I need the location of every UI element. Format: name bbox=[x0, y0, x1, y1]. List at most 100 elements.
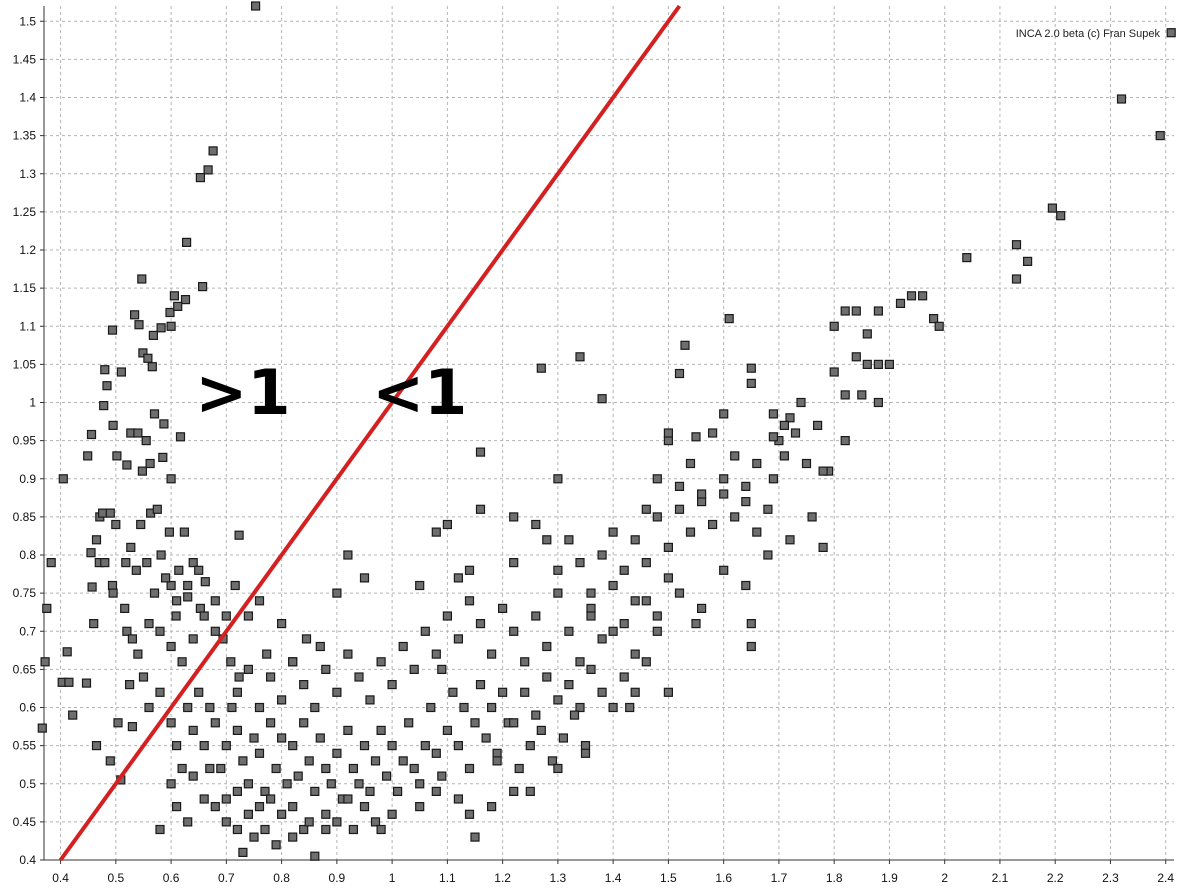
data-point bbox=[310, 786, 320, 797]
data-point bbox=[398, 641, 408, 652]
data-point bbox=[89, 618, 99, 629]
data-point bbox=[597, 394, 607, 404]
data-point bbox=[332, 748, 342, 758]
data-point bbox=[564, 535, 574, 545]
data-point bbox=[166, 474, 176, 484]
data-point bbox=[409, 763, 419, 774]
data-point bbox=[453, 573, 463, 583]
data-point bbox=[470, 718, 480, 728]
data-point bbox=[652, 474, 662, 484]
data-point bbox=[131, 565, 141, 575]
data-point bbox=[696, 603, 707, 614]
data-point bbox=[685, 458, 696, 469]
data-point bbox=[724, 314, 734, 324]
data-point bbox=[315, 733, 325, 743]
data-point bbox=[359, 740, 370, 751]
y-tick-label: 1.3 bbox=[19, 167, 36, 181]
data-point bbox=[230, 580, 240, 591]
data-point bbox=[442, 611, 452, 621]
data-point bbox=[199, 794, 209, 804]
data-point bbox=[691, 432, 701, 442]
data-point bbox=[208, 146, 218, 156]
data-point bbox=[359, 573, 370, 583]
data-point bbox=[768, 474, 779, 484]
x-tick-label: 1.4 bbox=[605, 871, 622, 885]
data-point bbox=[641, 596, 651, 606]
data-point bbox=[155, 626, 165, 636]
data-point bbox=[608, 580, 618, 591]
data-point bbox=[630, 596, 640, 606]
data-point bbox=[216, 763, 226, 774]
data-point bbox=[137, 466, 147, 476]
data-point bbox=[354, 779, 364, 789]
data-point bbox=[343, 550, 353, 560]
data-point bbox=[238, 847, 248, 858]
data-point bbox=[243, 664, 253, 675]
data-point bbox=[183, 592, 193, 602]
data-point bbox=[564, 679, 574, 690]
data-point bbox=[138, 348, 148, 358]
reference-line bbox=[58, 4, 682, 862]
data-point bbox=[547, 756, 558, 766]
data-point bbox=[100, 365, 110, 375]
data-point bbox=[113, 718, 123, 728]
data-point bbox=[420, 626, 430, 636]
data-point bbox=[630, 649, 640, 659]
y-tick-label: 1.1 bbox=[19, 319, 36, 333]
y-tick-label: 0.4 bbox=[19, 853, 36, 867]
data-point bbox=[126, 542, 136, 553]
data-point bbox=[249, 832, 259, 842]
data-point bbox=[124, 679, 135, 690]
data-point bbox=[536, 725, 546, 736]
data-point bbox=[310, 851, 320, 861]
data-point bbox=[370, 817, 381, 827]
data-point bbox=[575, 657, 585, 667]
data-point bbox=[144, 702, 154, 713]
data-point bbox=[575, 702, 585, 713]
data-point bbox=[884, 359, 895, 369]
data-point bbox=[195, 603, 205, 614]
data-point bbox=[199, 611, 209, 621]
data-point bbox=[299, 679, 309, 690]
data-point bbox=[173, 301, 183, 311]
data-point bbox=[121, 557, 131, 568]
data-point bbox=[779, 451, 790, 461]
y-axis-ticks: 0.4 0.45 0.5 0.55 0.6 0.65 0.7 0.75 0.8 0.85 0.9 0.… bbox=[13, 14, 44, 867]
data-point bbox=[299, 718, 309, 728]
data-point bbox=[171, 611, 181, 621]
data-point bbox=[107, 325, 118, 335]
data-point bbox=[404, 718, 414, 728]
data-point bbox=[752, 527, 762, 537]
data-point bbox=[630, 535, 640, 545]
data-point bbox=[210, 718, 220, 728]
data-point bbox=[768, 409, 779, 419]
data-point bbox=[221, 611, 231, 621]
data-point bbox=[464, 809, 475, 819]
data-point bbox=[387, 679, 397, 690]
data-point bbox=[1047, 203, 1058, 213]
data-point bbox=[262, 649, 272, 659]
data-point bbox=[475, 618, 486, 629]
data-point bbox=[768, 432, 779, 442]
data-point bbox=[200, 577, 210, 587]
data-point bbox=[597, 550, 607, 560]
data-point bbox=[64, 677, 74, 687]
data-point bbox=[840, 306, 850, 316]
data-point bbox=[172, 740, 182, 751]
data-point bbox=[464, 763, 475, 774]
y-tick-label: 1.45 bbox=[13, 52, 37, 66]
data-point bbox=[210, 801, 220, 812]
data-point bbox=[254, 748, 265, 758]
data-point bbox=[851, 306, 861, 316]
data-point bbox=[232, 687, 242, 697]
data-point bbox=[437, 771, 447, 781]
data-point bbox=[531, 519, 541, 530]
credit-text: INCA 2.0 beta (c) Fran Supek bbox=[1016, 28, 1161, 40]
data-point bbox=[475, 679, 486, 690]
x-tick-label: 1.8 bbox=[826, 871, 843, 885]
data-point bbox=[46, 557, 56, 568]
data-point bbox=[730, 512, 740, 522]
data-point bbox=[459, 702, 469, 713]
data-point bbox=[266, 672, 276, 682]
data-point bbox=[376, 824, 386, 835]
